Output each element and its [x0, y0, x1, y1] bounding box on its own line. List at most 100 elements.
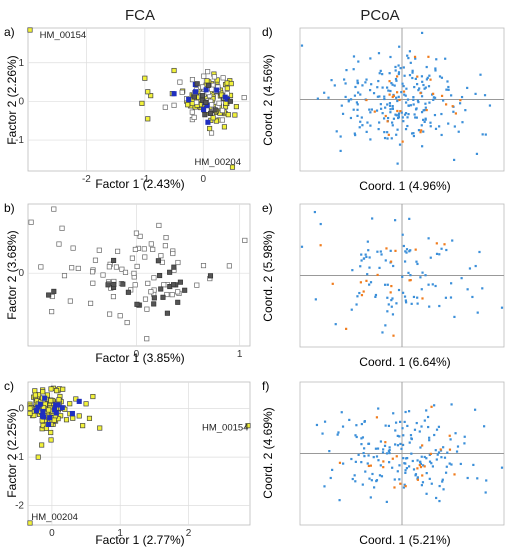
panel-label: e) [262, 201, 273, 215]
panel-label: c) [4, 379, 14, 393]
data-point [379, 107, 383, 110]
y-axis-label: Factor 2 (3.68%) [5, 230, 19, 319]
data-point [117, 313, 123, 319]
x-axis-label: Coord. 1 (4.96%) [359, 179, 450, 193]
data-point [383, 131, 386, 134]
data-point [375, 416, 379, 419]
data-point [409, 278, 412, 282]
data-point [381, 331, 384, 334]
data-point [344, 95, 347, 99]
data-point [388, 80, 391, 83]
data-point [391, 107, 394, 110]
data-point [137, 233, 143, 239]
data-point [379, 440, 383, 443]
data-point [363, 447, 366, 450]
x-axis-label: Coord. 1 (6.64%) [359, 355, 450, 369]
data-point [399, 482, 402, 485]
panel-label: d) [262, 25, 273, 39]
data-point [200, 263, 207, 269]
data-point [141, 246, 147, 252]
data-point [89, 269, 96, 275]
data-point [59, 225, 65, 231]
data-point [156, 222, 162, 228]
data-point [414, 57, 417, 60]
data-point [194, 282, 200, 288]
data-point [419, 462, 423, 466]
data-point [369, 57, 372, 60]
data-point [48, 386, 54, 392]
data-point [367, 454, 370, 457]
data-point [148, 241, 154, 247]
data-point [224, 85, 230, 91]
data-point [447, 88, 450, 91]
data-point [44, 392, 51, 398]
data-point [500, 306, 504, 309]
data-point [429, 452, 432, 455]
data-point [387, 450, 390, 453]
data-point [368, 108, 371, 111]
data-point [358, 291, 361, 295]
data-point [448, 462, 451, 465]
data-point [350, 308, 353, 311]
data-point [440, 94, 444, 98]
data-point [344, 82, 347, 85]
data-point [476, 477, 479, 480]
data-point [403, 93, 406, 96]
data-point [408, 441, 411, 444]
data-point [221, 124, 227, 130]
point-annotation: HM_00154 [40, 30, 86, 41]
data-point [415, 421, 418, 425]
data-point [340, 411, 343, 414]
data-point [151, 301, 157, 307]
data-point [423, 87, 426, 90]
data-point [441, 480, 444, 483]
data-point [442, 488, 445, 491]
data-point [83, 401, 89, 407]
data-point [361, 124, 364, 127]
data-point [417, 89, 420, 92]
data-point [142, 75, 148, 81]
data-point [425, 108, 428, 112]
data-point [350, 457, 353, 461]
data-point [409, 61, 412, 64]
data-point [200, 84, 206, 90]
panel-b: b) 0 1 0 Factor 1 (3.85%) Factor 2 (3.68%) [4, 201, 251, 365]
data-point [403, 260, 407, 263]
data-point [219, 117, 225, 123]
x-axis-label: Factor 1 (2.77%) [95, 533, 184, 547]
data-point [38, 264, 44, 270]
data-point [90, 280, 96, 286]
panel-label: a) [4, 25, 15, 39]
data-point [207, 273, 214, 279]
data-point [100, 272, 106, 278]
data-point [397, 116, 400, 119]
data-point [419, 465, 423, 469]
data-point [405, 251, 408, 254]
data-point [443, 456, 447, 459]
data-point [385, 500, 388, 503]
data-point [359, 265, 362, 268]
data-point [155, 258, 161, 264]
data-point [374, 295, 377, 298]
data-point [450, 463, 453, 466]
data-point [369, 124, 372, 127]
data-point [394, 421, 398, 424]
data-point [40, 408, 46, 414]
data-point [355, 303, 358, 306]
data-point [435, 496, 438, 500]
data-point [338, 499, 341, 502]
data-point [27, 27, 33, 33]
data-point [214, 87, 220, 93]
data-point [424, 106, 427, 109]
data-point [399, 420, 402, 423]
data-point [364, 253, 367, 256]
data-point [368, 283, 371, 286]
data-point [451, 105, 454, 108]
data-point [48, 429, 54, 436]
y-axis-label: Coord. 2 (4.56%) [261, 54, 275, 145]
data-point [75, 265, 81, 271]
data-point [386, 103, 389, 106]
panel-d: d) Coord. 1 (4.96%) Coord. 2 (4.56%) [261, 25, 505, 193]
data-point [339, 135, 342, 138]
data-point [378, 266, 381, 269]
